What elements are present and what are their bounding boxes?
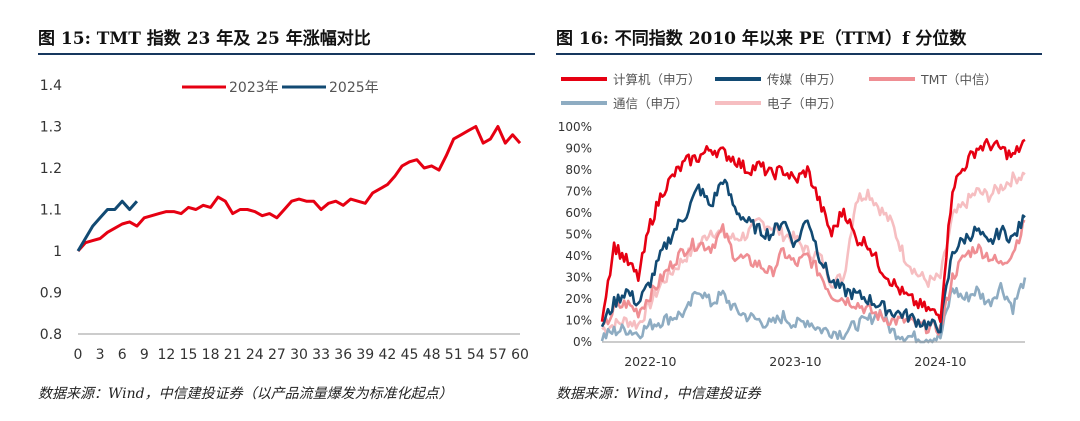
- right-chart-title: 图 16: 不同指数 2010 年以来 PE（TTM）f 分位数: [556, 29, 967, 49]
- y-tick-label: 30%: [565, 271, 592, 285]
- x-tick-label: 33: [312, 347, 330, 363]
- y-tick-label: 0.9: [40, 286, 62, 302]
- left-title-rule: [38, 53, 535, 55]
- x-tick-label: 6: [118, 347, 127, 363]
- x-tick-label: 57: [489, 347, 507, 363]
- series-line: [600, 178, 1026, 334]
- x-tick-label: 51: [445, 347, 463, 363]
- y-tick-label: 1.3: [40, 120, 62, 136]
- legend-label: 计算机（申万）: [613, 72, 701, 87]
- left-chart-title: 图 15: TMT 指数 23 年及 25 年涨幅对比: [38, 29, 371, 49]
- x-tick-label: 42: [378, 347, 396, 363]
- series-line: [76, 125, 522, 252]
- right-title-rule: [556, 53, 1042, 55]
- x-tick-label: 18: [202, 347, 220, 363]
- legend-label: 电子（申万）: [767, 96, 842, 111]
- x-tick-label: 45: [401, 347, 419, 363]
- x-tick-label: 30: [290, 347, 308, 363]
- legend: 2023年 2025年: [182, 80, 379, 96]
- y-tick-label: 0%: [573, 335, 592, 349]
- x-tick-label: 3: [96, 347, 105, 363]
- x-tick-label: 2022-10: [624, 354, 676, 369]
- x-tick-label: 54: [467, 347, 485, 363]
- series-line: [76, 199, 139, 252]
- y-tick-label: 90%: [565, 142, 592, 156]
- legend-label: 传媒（申万）: [767, 72, 842, 87]
- y-tick-label: 100%: [558, 120, 592, 134]
- x-tick-label: 24: [246, 347, 264, 363]
- y-tick-label: 80%: [565, 163, 592, 177]
- y-tick-label: 1: [53, 244, 62, 260]
- legend-label: 通信（申万）: [613, 96, 688, 111]
- left-line-chart: 0.80.911.11.21.31.4 0 3 6 9 12 15 18 21 24 27 30 33…: [40, 78, 529, 363]
- series-line: [601, 171, 1026, 334]
- x-tick-label: 15: [180, 347, 198, 363]
- x-tick-label: 9: [140, 347, 149, 363]
- y-tick-label: 1.2: [40, 161, 62, 177]
- x-tick-label: 21: [224, 347, 242, 363]
- series-line: [600, 277, 1027, 344]
- right-line-chart: 计算机（申万） 传媒（申万） TMT（中信） 通信（申万） 电子（申万） 0% 10% 20…: [558, 72, 1027, 369]
- y-tick-label: 50%: [565, 228, 592, 242]
- legend: 计算机（申万） 传媒（申万） TMT（中信） 通信（申万） 电子（申万）: [561, 72, 997, 111]
- y-tick-label: 1.4: [40, 78, 62, 94]
- x-tick-label: 27: [268, 347, 286, 363]
- x-tick-label: 60: [511, 347, 529, 363]
- y-tick-label: 1.1: [40, 203, 62, 219]
- series-line: [601, 219, 1026, 336]
- legend-label: TMT（中信）: [920, 72, 997, 87]
- right-source-note: 数据来源：Wind，中信建投证券: [556, 386, 761, 402]
- legend-label: 2025年: [329, 80, 379, 96]
- y-tick-label: 20%: [565, 292, 592, 306]
- x-tick-label: 0: [74, 347, 83, 363]
- y-tick-label: 60%: [565, 206, 592, 220]
- x-tick-label: 39: [356, 347, 374, 363]
- series-line: [600, 138, 1026, 324]
- x-tick-label: 2024-10: [914, 354, 966, 369]
- legend-label: 2023年: [229, 80, 279, 96]
- x-tick-label: 2023-10: [769, 354, 821, 369]
- left-source-note: 数据来源：Wind，中信建投证券（以产品流量爆发为标准化起点）: [38, 386, 453, 402]
- x-tick-label: 12: [157, 347, 175, 363]
- y-tick-label: 0.8: [40, 327, 62, 343]
- y-tick-label: 10%: [565, 314, 592, 328]
- y-tick-label: 70%: [565, 185, 592, 199]
- x-tick-label: 36: [334, 347, 352, 363]
- y-tick-label: 40%: [565, 249, 592, 263]
- x-tick-label: 48: [423, 347, 441, 363]
